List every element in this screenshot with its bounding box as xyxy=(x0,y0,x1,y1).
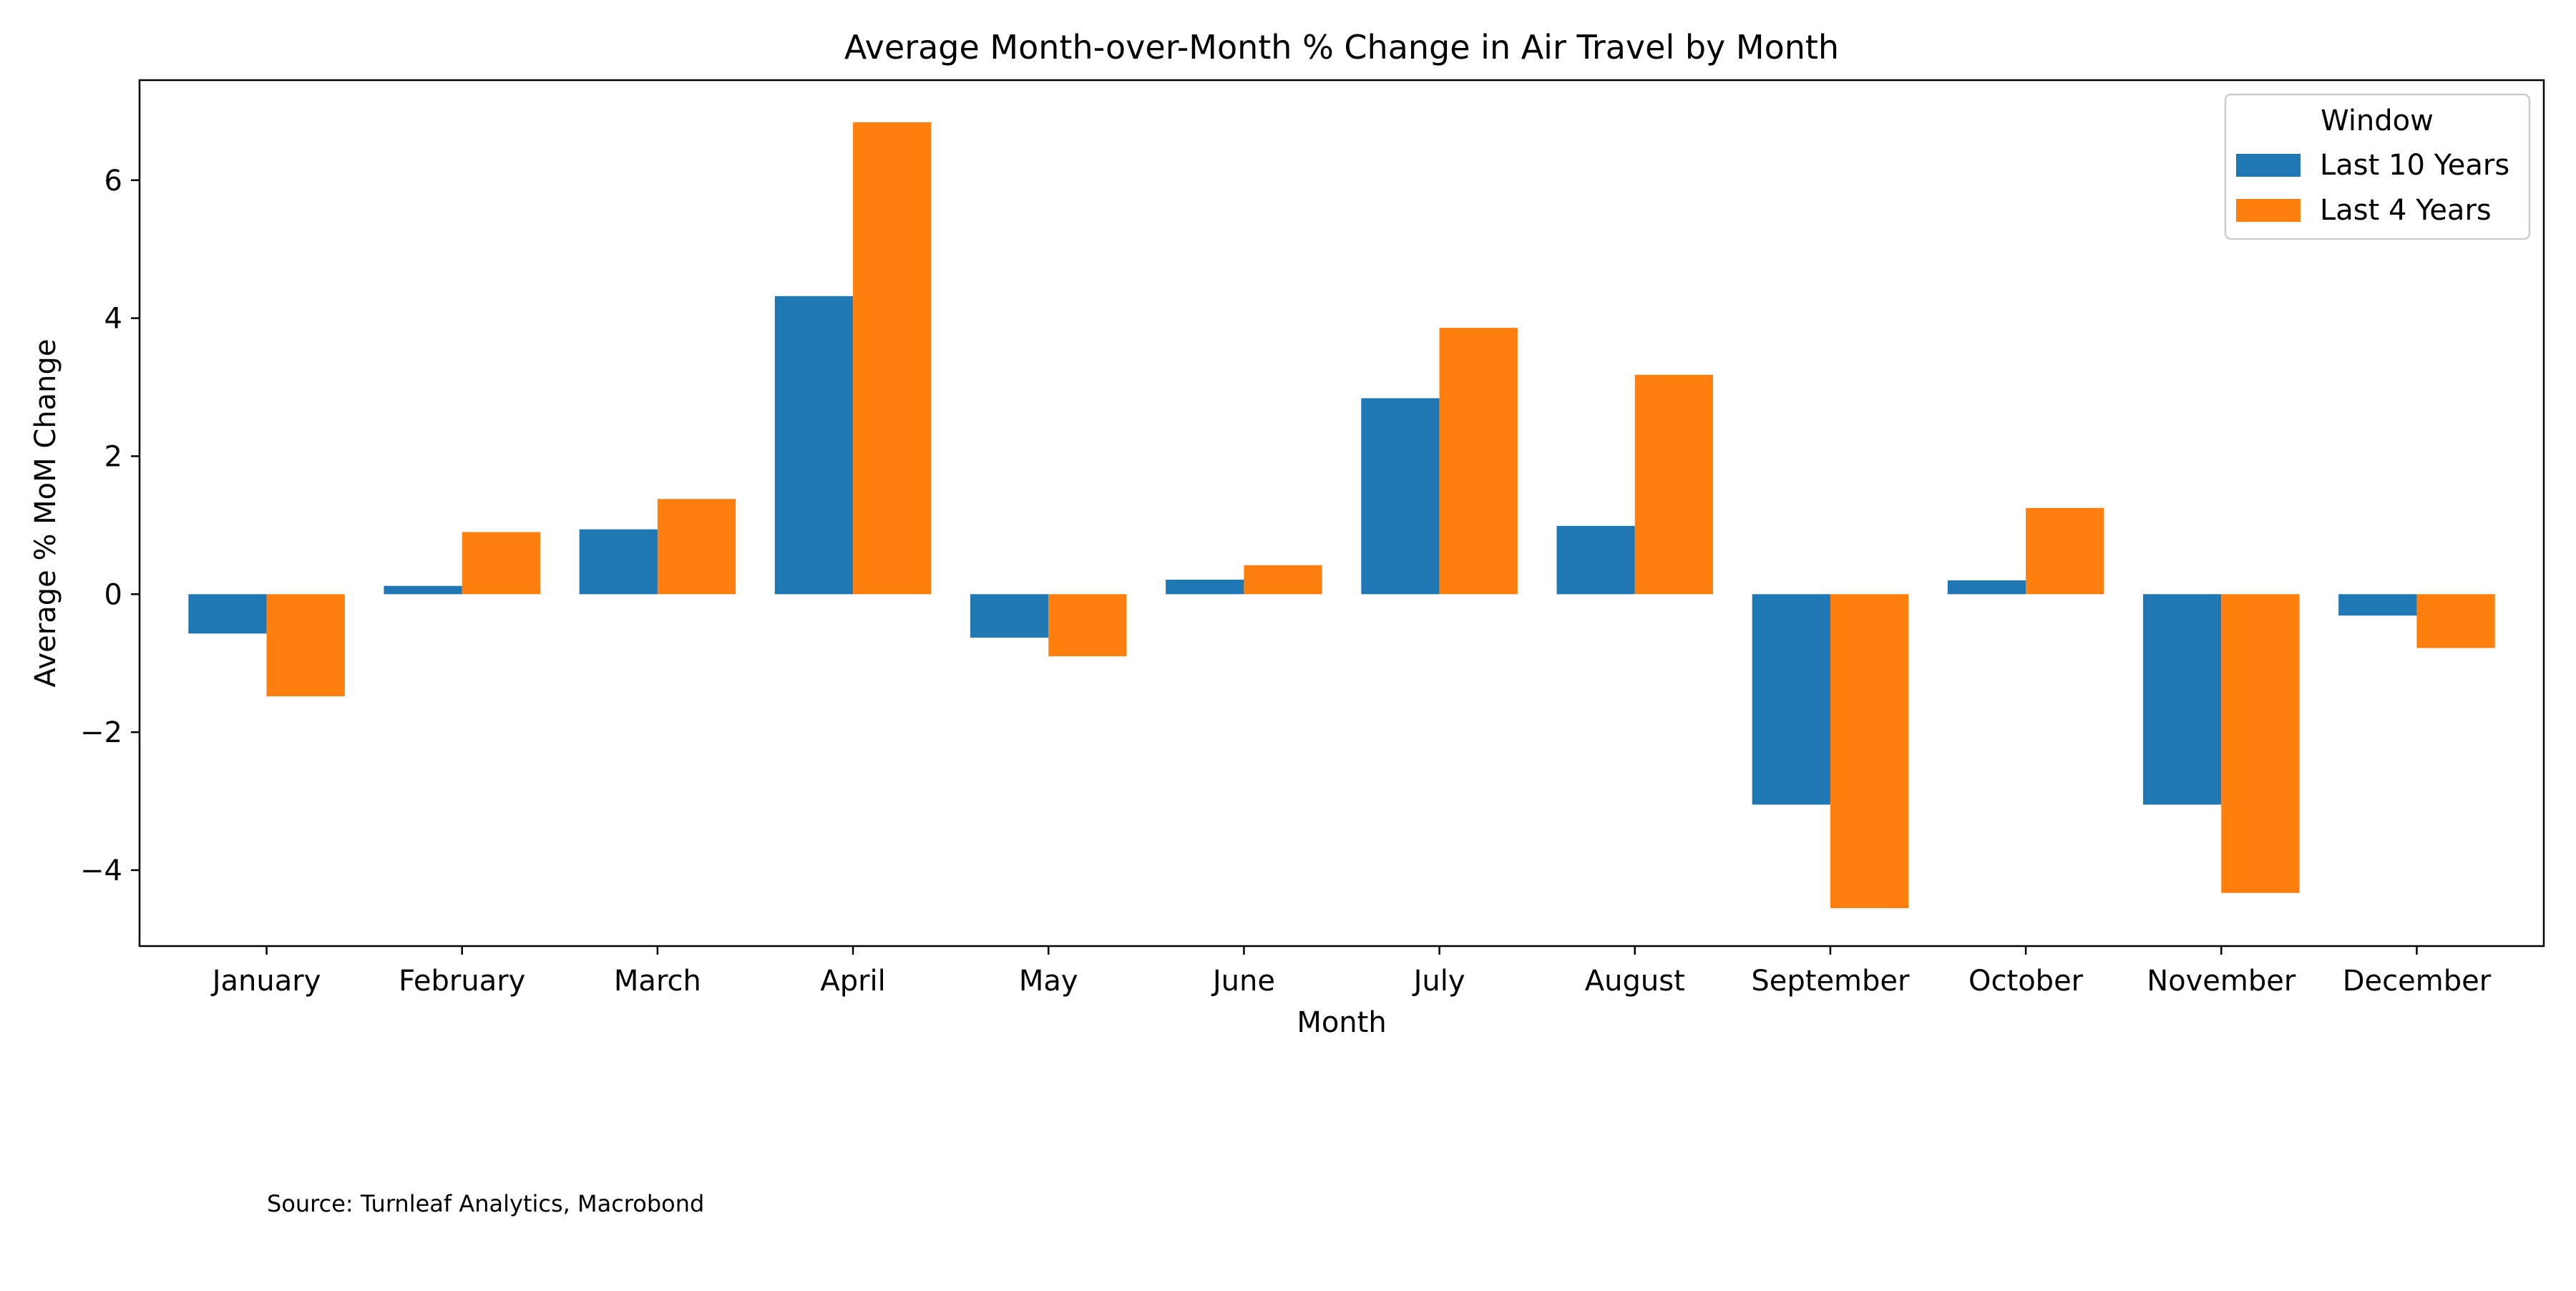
x-tick-label-december: December xyxy=(2343,965,2492,998)
y-tick-label: 4 xyxy=(104,303,122,336)
y-tick-label: −2 xyxy=(80,716,122,749)
legend-frame xyxy=(2224,93,2531,240)
bar-last-10-years-january xyxy=(188,594,267,634)
legend-swatch-last-10-years xyxy=(2236,154,2301,177)
bar-last-4-years-april xyxy=(853,122,932,595)
y-axis: −4 −2 0 2 4 6 xyxy=(80,165,140,887)
bar-last-4-years-december xyxy=(2416,594,2495,648)
bar-last-10-years-may xyxy=(970,594,1049,638)
legend-swatch-last-4-years xyxy=(2236,199,2301,222)
y-tick-label: 0 xyxy=(104,578,122,611)
legend-label-last-4-years: Last 4 Years xyxy=(2320,194,2492,227)
x-tick-label-february: February xyxy=(399,965,525,998)
bar-last-10-years-august xyxy=(1556,525,1635,595)
bar-last-10-years-february xyxy=(384,585,462,595)
x-tick-label-january: January xyxy=(210,965,321,998)
bar-last-4-years-september xyxy=(1830,594,1909,908)
x-axis-label: Month xyxy=(1297,1006,1386,1039)
bar-last-4-years-february xyxy=(462,532,540,595)
chart-title: Average Month-over-Month % Change in Air… xyxy=(844,28,1839,67)
x-tick-label-march: March xyxy=(614,965,701,998)
bar-last-4-years-november xyxy=(2221,594,2300,893)
bar-last-4-years-july xyxy=(1439,328,1518,595)
x-tick-label-may: May xyxy=(1019,965,1078,998)
y-axis-label: Average % MoM Change xyxy=(29,338,62,687)
bar-last-4-years-august xyxy=(1634,374,1714,595)
bar-last-10-years-june xyxy=(1166,580,1244,595)
y-tick-label: 6 xyxy=(104,165,122,198)
legend: Window Last 10 Years Last 4 Years xyxy=(2224,93,2531,240)
bar-last-4-years-october xyxy=(2026,507,2104,595)
x-tick-label-september: September xyxy=(1751,965,1910,998)
bar-last-10-years-march xyxy=(579,529,658,595)
bar-last-10-years-april xyxy=(774,296,854,595)
bar-last-10-years-october xyxy=(1947,580,2026,595)
y-tick-label: −4 xyxy=(80,854,122,887)
x-axis: January February March April May June July Augu… xyxy=(210,946,2492,998)
bar-last-10-years-july xyxy=(1361,398,1440,595)
x-tick-label-june: June xyxy=(1211,965,1275,998)
x-tick-label-november: November xyxy=(2147,965,2296,998)
x-tick-label-august: August xyxy=(1585,965,1685,998)
plot-frame xyxy=(138,79,2545,947)
y-tick-label: 2 xyxy=(104,440,122,473)
bar-last-10-years-november xyxy=(2143,594,2222,805)
x-tick-label-july: July xyxy=(1412,965,1465,998)
legend-label-last-10-years: Last 10 Years xyxy=(2320,149,2509,182)
bar-last-4-years-january xyxy=(266,594,345,696)
source-note: Source: Turnleaf Analytics, Macrobond xyxy=(267,1190,704,1217)
bars-layer xyxy=(188,122,2495,908)
bar-last-4-years-may xyxy=(1048,594,1127,657)
bar-last-10-years-september xyxy=(1752,594,1830,805)
x-tick-label-october: October xyxy=(1968,965,2084,998)
x-tick-label-april: April xyxy=(820,965,885,998)
legend-title: Window xyxy=(2321,104,2434,137)
bar-last-4-years-june xyxy=(1244,565,1322,595)
bar-last-4-years-march xyxy=(657,499,736,595)
bar-last-10-years-december xyxy=(2338,594,2417,616)
